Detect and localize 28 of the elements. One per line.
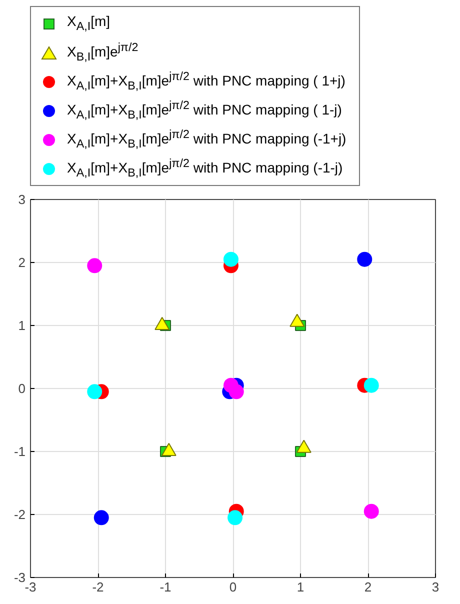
x-tick-label: -2 — [92, 580, 104, 594]
x-tick-label: 2 — [364, 580, 372, 594]
y-tick-label: -3 — [14, 570, 26, 585]
legend-label: X$_{A,I}$[m]+X$_{B,I}$[m]e$^{jπ/2}$ with PNC mapping ( 1+j) — [67, 70, 346, 92]
point — [364, 378, 379, 393]
point — [87, 258, 102, 274]
y-tick-label: 2 — [18, 255, 26, 270]
legend-label: X$_{A,I}$[m]+X$_{B,I}$[m]e$^{jπ/2}$ with PNC mapping ( 1-j) — [67, 98, 342, 122]
point — [94, 510, 109, 526]
point — [228, 384, 244, 400]
point — [87, 384, 102, 400]
x-tick-label: 1 — [296, 580, 304, 594]
legend-label: X$_{B,I}$[m]e$^{jπ/2}$ — [67, 40, 138, 64]
y-tick-label: -1 — [14, 444, 26, 459]
y-tick-label: 0 — [18, 381, 26, 396]
point — [357, 252, 372, 267]
x-tick-label: -1 — [160, 580, 172, 594]
point — [228, 510, 243, 526]
y-tick-label: 1 — [18, 318, 26, 333]
legend-label: X$_{A,I}$[m] — [67, 13, 110, 34]
point — [223, 252, 238, 267]
legend-label: X$_{A,I}$[m]+X$_{B,I}$[m]e$^{jπ/2}$ with PNC mapping (-1+j) — [67, 128, 346, 150]
point — [364, 504, 379, 519]
y-tick-label: 3 — [18, 192, 26, 207]
y-tick-label: -2 — [14, 507, 26, 522]
legend-label: X$_{A,I}$[m]+X$_{B,I}$[m]e$^{jπ/2}$ with PNC mapping (-1-j) — [67, 156, 343, 180]
x-tick-label: 0 — [229, 580, 237, 594]
x-tick-label: 3 — [432, 580, 440, 594]
